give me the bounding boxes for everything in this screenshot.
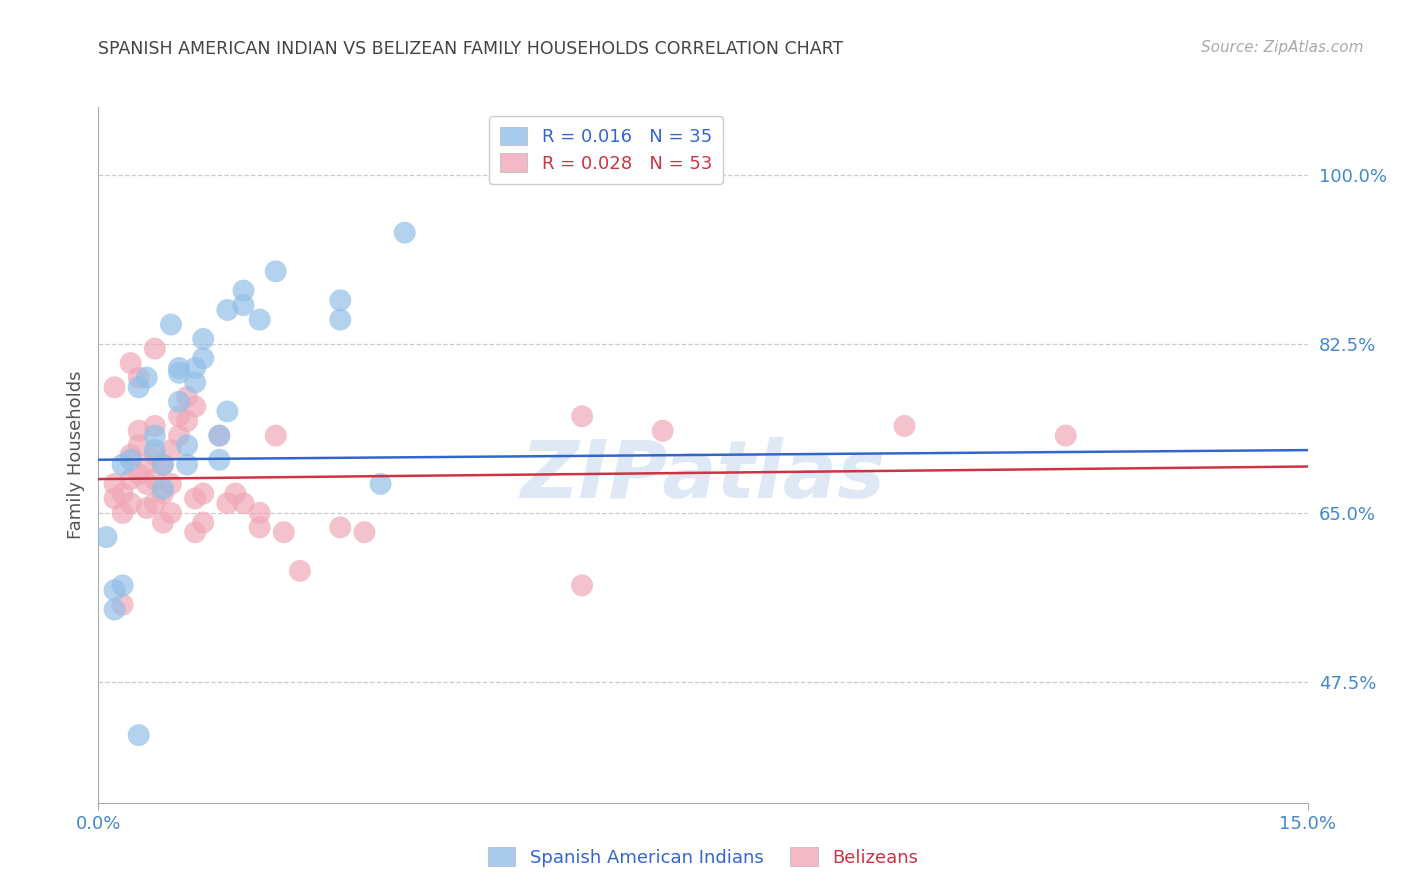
Point [176, 390, 198, 404]
Point [120, 472, 142, 486]
Point [167, 428, 190, 442]
Text: Source: ZipAtlas.com: Source: ZipAtlas.com [1201, 40, 1364, 55]
Point [571, 409, 593, 424]
Point [264, 264, 287, 278]
Point [217, 404, 239, 418]
Point [184, 525, 207, 540]
Point [96, 530, 118, 544]
Point [111, 578, 134, 592]
Point [176, 438, 198, 452]
Point [152, 486, 174, 500]
Point [249, 520, 271, 534]
Point [103, 602, 125, 616]
Legend: R = 0.016   N = 35, R = 0.028   N = 53: R = 0.016 N = 35, R = 0.028 N = 53 [489, 116, 723, 184]
Point [143, 428, 166, 442]
Point [120, 496, 142, 510]
Point [394, 226, 416, 240]
Text: SPANISH AMERICAN INDIAN VS BELIZEAN FAMILY HOUSEHOLDS CORRELATION CHART: SPANISH AMERICAN INDIAN VS BELIZEAN FAMI… [98, 40, 844, 58]
Point [184, 400, 207, 414]
Point [160, 443, 183, 458]
Point [249, 506, 271, 520]
Point [249, 312, 271, 326]
Point [288, 564, 311, 578]
Point [208, 428, 231, 442]
Point [135, 477, 157, 491]
Point [120, 448, 142, 462]
Point [217, 303, 239, 318]
Point [120, 452, 142, 467]
Point [143, 342, 166, 356]
Point [103, 583, 125, 598]
Point [193, 332, 215, 346]
Point [160, 477, 183, 491]
Point [167, 409, 190, 424]
Point [135, 501, 157, 516]
Point [184, 361, 207, 376]
Point [143, 496, 166, 510]
Point [111, 506, 134, 520]
Point [184, 376, 207, 390]
Point [217, 496, 239, 510]
Point [143, 448, 166, 462]
Point [651, 424, 673, 438]
Point [208, 428, 231, 442]
Point [135, 458, 157, 472]
Point [370, 477, 392, 491]
Point [329, 293, 352, 308]
Point [224, 486, 246, 500]
Point [128, 370, 150, 384]
Point [128, 424, 150, 438]
Point [128, 728, 150, 742]
Point [128, 438, 150, 452]
Point [135, 370, 157, 384]
Point [353, 525, 375, 540]
Point [232, 284, 254, 298]
Text: ZIPatlas: ZIPatlas [520, 437, 886, 515]
Point [143, 419, 166, 434]
Point [232, 298, 254, 312]
Point [176, 414, 198, 428]
Point [160, 506, 183, 520]
Point [232, 496, 254, 510]
Point [184, 491, 207, 506]
Point [128, 380, 150, 394]
Point [176, 458, 198, 472]
Point [160, 318, 183, 332]
Point [167, 361, 190, 376]
Point [128, 467, 150, 482]
Point [103, 477, 125, 491]
Point [264, 428, 287, 442]
Legend: Spanish American Indians, Belizeans: Spanish American Indians, Belizeans [481, 840, 925, 874]
Point [103, 380, 125, 394]
Point [143, 443, 166, 458]
Point [193, 516, 215, 530]
Point [167, 366, 190, 380]
Point [152, 458, 174, 472]
Point [111, 458, 134, 472]
Point [103, 491, 125, 506]
Point [120, 356, 142, 370]
Point [152, 458, 174, 472]
Point [893, 419, 915, 434]
Y-axis label: Family Households: Family Households [66, 371, 84, 539]
Point [571, 578, 593, 592]
Point [208, 452, 231, 467]
Point [193, 486, 215, 500]
Point [273, 525, 295, 540]
Point [152, 482, 174, 496]
Point [152, 516, 174, 530]
Point [329, 520, 352, 534]
Point [143, 472, 166, 486]
Point [1054, 428, 1077, 442]
Point [111, 486, 134, 500]
Point [167, 394, 190, 409]
Point [329, 312, 352, 326]
Point [193, 351, 215, 366]
Point [111, 598, 134, 612]
